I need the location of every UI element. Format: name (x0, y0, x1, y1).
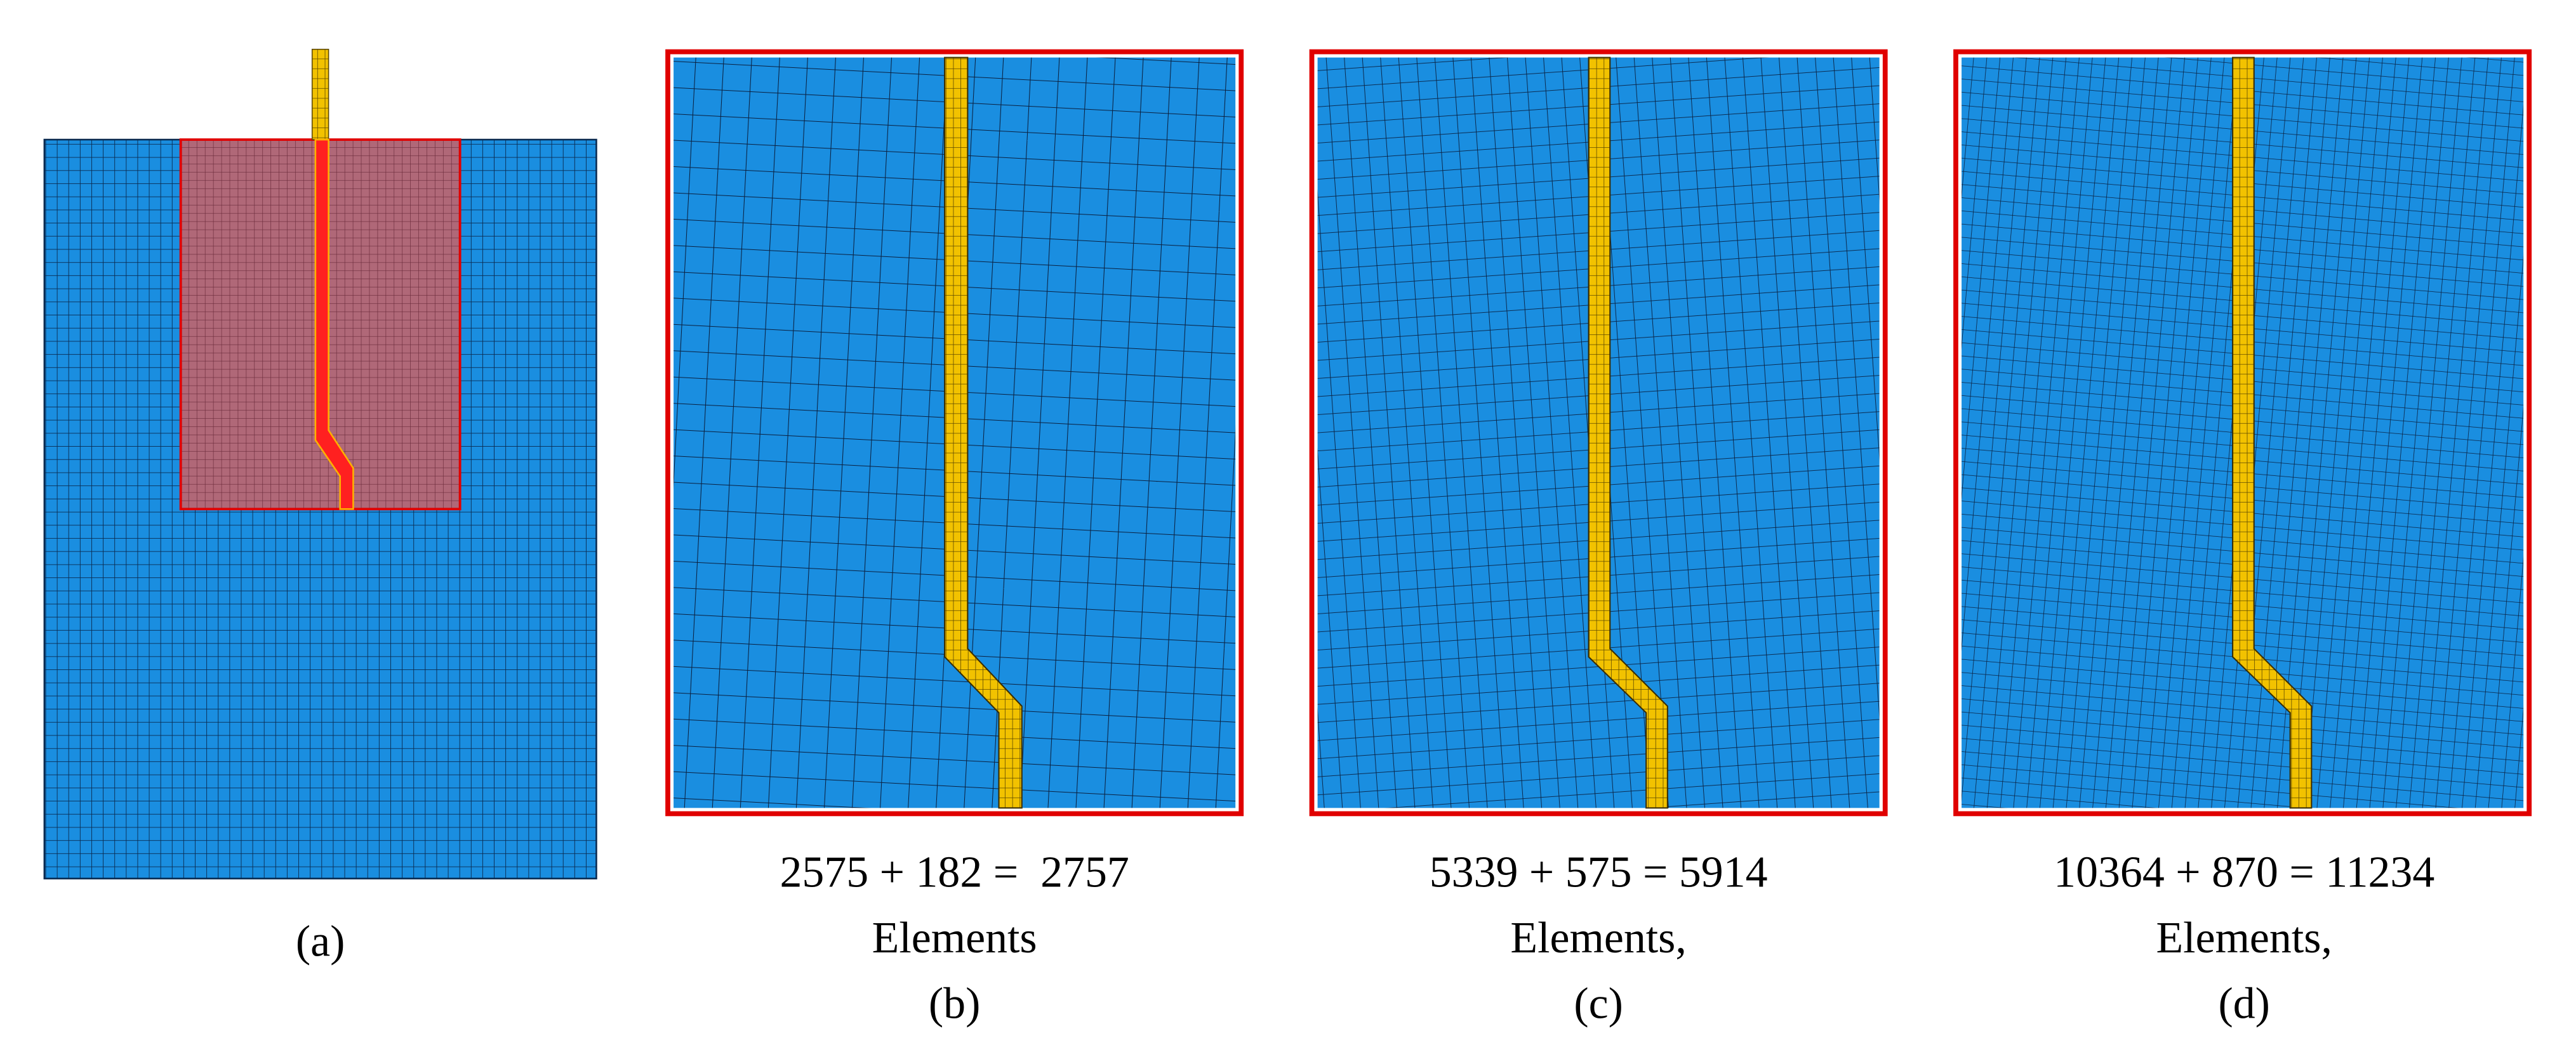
caption-line: Elements, (2156, 914, 2332, 963)
panel-d: 10364 + 870 = 11234 Elements, (d) (1953, 49, 2532, 1029)
panel-label: (a) (296, 917, 345, 966)
pile (944, 56, 1023, 809)
caption-line: 2575 + 182 = 2757 (780, 848, 1129, 897)
caption-line: Elements (872, 914, 1037, 963)
pile (1588, 56, 1668, 809)
pile (311, 48, 329, 140)
panel-c: 5339 + 575 = 5914 Elements, (c) (1309, 49, 1888, 1029)
caption-line: Elements, (1510, 914, 1686, 963)
panel-a: (a) (43, 48, 597, 966)
caption-line: 5339 + 575 = 5914 (1430, 848, 1768, 897)
caption-line: 10364 + 870 = 11234 (2054, 848, 2434, 897)
pile-refined (314, 138, 354, 510)
panel-b: 2575 + 182 = 2757 Elements (b) (665, 49, 1244, 1029)
pile (2232, 56, 2313, 809)
panel-label: (b) (929, 980, 980, 1029)
panel-label: (d) (2218, 980, 2269, 1029)
panel-label: (c) (1574, 980, 1623, 1029)
